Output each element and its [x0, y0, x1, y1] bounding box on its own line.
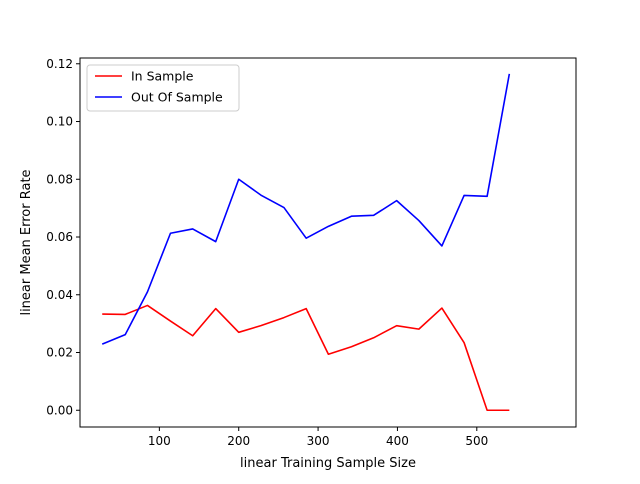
x-axis-label: linear Training Sample Size: [240, 456, 416, 471]
x-axis-ticks: 100 200 300 400 500: [148, 427, 488, 448]
plot-area: [101, 73, 511, 412]
legend-box: [86, 64, 240, 112]
y-axis-label: linear Mean Error Rate: [19, 169, 34, 315]
series-line-out-of-sample: [101, 73, 511, 345]
y-tick-label: 0.08: [46, 172, 73, 186]
y-tick-label: 0.02: [46, 346, 73, 360]
y-tick-label: 0.00: [46, 403, 73, 417]
y-tick-label: 0.12: [46, 57, 73, 71]
legend: In Sample Out Of Sample: [86, 64, 240, 112]
x-tick-label: 300: [307, 434, 330, 448]
axes-frame: [79, 57, 577, 428]
x-tick-label: 400: [386, 434, 409, 448]
x-tick-label: 500: [465, 434, 488, 448]
y-tick-label: 0.04: [46, 288, 73, 302]
y-tick-label: 0.10: [46, 115, 73, 129]
y-axis-ticks: 0.00 0.02 0.04 0.06 0.08 0.10 0.12: [46, 57, 80, 417]
x-tick-label: 100: [148, 434, 171, 448]
x-tick-label: 200: [227, 434, 250, 448]
series-line-in-sample: [102, 304, 510, 412]
y-tick-label: 0.06: [46, 230, 73, 244]
legend-label-out-of-sample: Out Of Sample: [131, 90, 223, 105]
legend-label-in-sample: In Sample: [131, 69, 194, 84]
